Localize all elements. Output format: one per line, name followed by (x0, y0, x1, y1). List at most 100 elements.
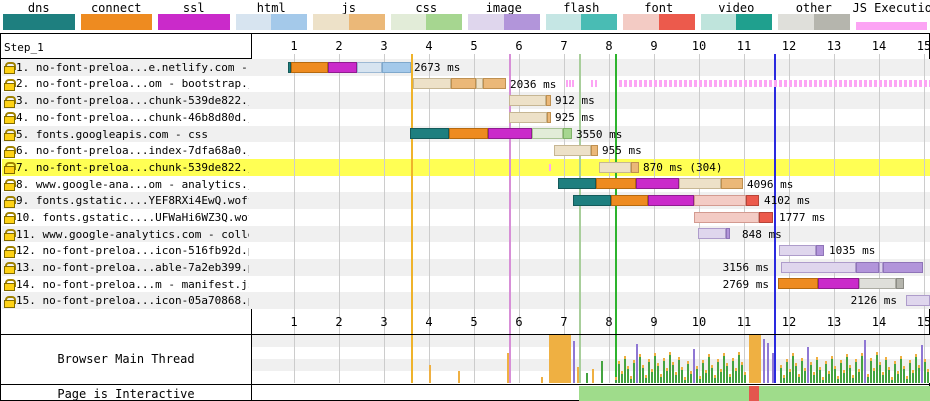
request-bar-other-download[interactable] (896, 278, 904, 290)
request-time-label: 2769 ms (722, 277, 769, 291)
request-bar-other-wait[interactable] (859, 278, 896, 290)
request-label[interactable]: 1. no-font-preloa...e.netlify.com - / (3, 59, 249, 76)
request-bar-js-download[interactable] (591, 144, 598, 156)
main-thread-spike (906, 376, 908, 383)
request-label[interactable]: 15. no-font-preloa...icon-05a70868.png (3, 292, 249, 309)
main-thread-spike (458, 371, 460, 383)
request-bar-img-download[interactable] (726, 228, 730, 240)
request-bar-css-wait[interactable] (532, 128, 563, 140)
row-stripe (2, 292, 930, 310)
request-bar-js-download[interactable] (546, 94, 551, 106)
request-bar-js-download[interactable] (631, 161, 639, 173)
request-bar-img-download[interactable] (856, 261, 879, 273)
request-bar-img-wait[interactable] (906, 294, 930, 306)
row-stripe (2, 109, 930, 126)
request-label[interactable]: 4. no-font-preloa...chunk-46b8d80d.js (3, 109, 249, 126)
second-gridline (384, 54, 385, 383)
legend-swatch (158, 14, 230, 30)
axis-tick-label: 9 (650, 39, 658, 53)
request-bar-img-wait[interactable] (781, 261, 856, 273)
axis-tick-label: 7 (560, 39, 568, 53)
request-bar-css-download[interactable] (563, 128, 572, 140)
request-bar-ssl[interactable] (636, 178, 679, 190)
request-bar-dns[interactable] (573, 194, 611, 206)
request-bar-js-wait[interactable] (476, 78, 483, 90)
request-bar-js-download[interactable] (547, 111, 551, 123)
main-thread-spike (783, 375, 785, 383)
axis-tick-label: 10 (691, 39, 707, 53)
request-bar-img-wait[interactable] (698, 228, 726, 240)
request-bar-font-download[interactable] (746, 194, 759, 206)
main-thread-spike (690, 371, 692, 383)
lock-icon (4, 112, 16, 125)
request-bar-dns[interactable] (410, 128, 449, 140)
request-label[interactable]: 5. fonts.googleapis.com - css (3, 126, 249, 143)
request-label[interactable]: 8. www.google-ana...om - analytics.js (3, 176, 249, 193)
request-bar-connect[interactable] (778, 278, 818, 290)
request-label[interactable]: 13. no-font-preloa...able-7a2eb399.png (3, 259, 249, 276)
request-bar-font-wait[interactable] (694, 194, 746, 206)
request-url-text: 15. no-font-preloa...icon-05a70868.png (16, 294, 249, 308)
request-time-label: 3156 ms (722, 261, 769, 275)
request-bar-ssl[interactable] (648, 194, 694, 206)
request-bar-connect[interactable] (291, 61, 328, 73)
main-thread-spike (672, 362, 674, 383)
request-bar-dns[interactable] (288, 61, 291, 73)
request-bar-js-wait[interactable] (599, 161, 631, 173)
row-stripe (2, 92, 930, 109)
request-bar-html-download[interactable] (382, 61, 411, 73)
request-label[interactable]: 12. no-font-preloa...icon-516fb92d.png (3, 242, 249, 259)
request-bar-ssl[interactable] (328, 61, 357, 73)
request-bar-font-wait[interactable] (694, 211, 759, 223)
request-bar-js-wait[interactable] (554, 144, 591, 156)
request-label[interactable]: 2. no-font-preloa...om - bootstrap.js (3, 76, 249, 93)
request-bar-js-wait[interactable] (509, 94, 546, 106)
request-label[interactable]: 9. fonts.gstatic....YEF8RXi4EwQ.woff2 (3, 192, 249, 209)
main-thread-spike (846, 354, 848, 383)
request-bar-img-download[interactable] (883, 261, 923, 273)
main-thread-spike (825, 361, 827, 383)
request-bar-img-wait[interactable] (779, 244, 816, 256)
request-time-label: 2673 ms (414, 61, 461, 74)
main-thread-spike (717, 359, 719, 383)
lock-icon (4, 245, 16, 258)
request-bar-ssl[interactable] (488, 128, 532, 140)
request-url-text: 3. no-font-preloa...chunk-539de822.js (16, 94, 249, 108)
legend-item-dns: dns (0, 0, 78, 33)
request-url-text: 2. no-font-preloa...om - bootstrap.js (16, 77, 249, 91)
request-label[interactable]: 14. no-font-preloa...m - manifest.json (3, 276, 249, 293)
request-label[interactable]: 11. www.google-analytics.com - collect (3, 226, 249, 243)
axis-tick-label: 13 (826, 39, 842, 53)
request-bar-js-wait[interactable] (509, 111, 547, 123)
main-thread-spike (798, 374, 800, 383)
request-bar-connect[interactable] (596, 178, 636, 190)
main-thread-spike (861, 353, 863, 383)
request-bar-html-wait[interactable] (357, 61, 382, 73)
request-bar-ssl[interactable] (818, 278, 859, 290)
lock-icon (4, 195, 16, 208)
request-bar-connect[interactable] (611, 194, 648, 206)
row-stripe (2, 259, 930, 276)
request-label[interactable]: 3. no-font-preloa...chunk-539de822.js (3, 92, 249, 109)
js-execution-tick (591, 80, 593, 88)
request-bar-font-download[interactable] (759, 211, 773, 223)
main-thread-spike (708, 354, 710, 383)
request-label[interactable]: 6. no-font-preloa...index-7dfa68a0.js (3, 142, 249, 159)
main-thread-spike (789, 369, 791, 383)
request-label[interactable]: 7. no-font-preloa...chunk-539de822.js (3, 159, 249, 176)
request-time-label: 848 ms (742, 227, 782, 241)
request-bar-img-wait[interactable] (879, 261, 883, 273)
request-time-label: 955 ms (602, 144, 642, 158)
axis-tick-label: 4 (425, 39, 433, 53)
request-bar-connect[interactable] (449, 128, 488, 140)
request-bar-js-download[interactable] (721, 178, 743, 190)
request-bar-js-download[interactable] (483, 78, 506, 90)
request-bar-img-download[interactable] (816, 244, 824, 256)
legend-swatch (235, 14, 307, 30)
request-label[interactable]: 10. fonts.gstatic....UFWaHi6WZ3Q.woff2 (3, 209, 249, 226)
request-bar-js-wait[interactable] (679, 178, 721, 190)
request-bar-js-wait[interactable] (413, 78, 451, 90)
request-bar-js-download[interactable] (451, 78, 476, 90)
document-complete-marker (774, 54, 776, 383)
request-bar-dns[interactable] (558, 178, 596, 190)
